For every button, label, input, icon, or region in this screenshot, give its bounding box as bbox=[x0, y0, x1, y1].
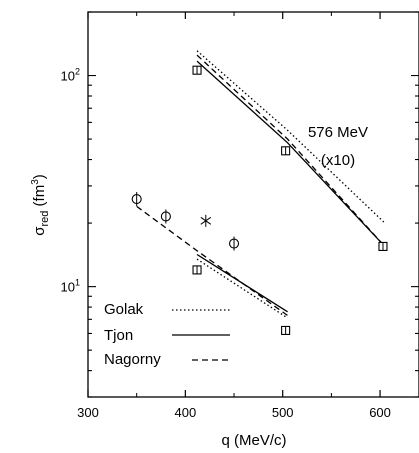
x-axis-ticks: 300 400 500 600 bbox=[77, 12, 391, 420]
point-circle-bar-2-1 bbox=[160, 209, 171, 224]
y-axis-label-symbol: σ bbox=[31, 226, 48, 236]
data-points bbox=[131, 65, 388, 336]
y-axis-label-subscript: red bbox=[39, 211, 51, 227]
y-axis-label-close: ) bbox=[31, 174, 48, 179]
annotation-energy: 576 MeV bbox=[308, 124, 368, 141]
x-tick-label-300: 300 bbox=[77, 405, 99, 420]
legend-label-nagorny: Nagorny bbox=[104, 351, 161, 368]
point-circle-bar-2-0 bbox=[131, 192, 142, 207]
series-line-golak-0 bbox=[196, 50, 386, 224]
y-axis-label: σred (fm3) bbox=[30, 174, 51, 236]
y-tick-label-100: 102 bbox=[61, 67, 80, 84]
series-lines bbox=[136, 50, 386, 319]
legend: Golak Tjon Nagorny bbox=[104, 301, 230, 368]
y-axis-label-power: 3 bbox=[30, 179, 41, 185]
y-axis-label-unit: (fm bbox=[31, 185, 48, 211]
x-tick-label-500: 500 bbox=[272, 405, 294, 420]
y-tick-label-10: 101 bbox=[61, 278, 80, 295]
x-axis-label: q (MeV/c) bbox=[221, 432, 286, 449]
x-tick-label-600: 600 bbox=[369, 405, 391, 420]
x-tick-label-400: 400 bbox=[175, 405, 197, 420]
y-tick-label-exponent: 2 bbox=[75, 67, 80, 77]
point-square-0-0 bbox=[192, 65, 202, 75]
point-circle-bar-2-2 bbox=[228, 236, 240, 251]
series-line-tjon-1 bbox=[196, 60, 386, 247]
point-square-0-2 bbox=[378, 241, 388, 252]
legend-label-tjon: Tjon bbox=[104, 327, 133, 344]
point-square-1-0 bbox=[192, 265, 202, 275]
legend-label-golak: Golak bbox=[104, 301, 144, 318]
annotation-scale: (x10) bbox=[321, 152, 355, 169]
series-line-nagorny-2 bbox=[196, 54, 386, 247]
series-line-golak-3 bbox=[196, 258, 288, 319]
plot-frame bbox=[87, 11, 419, 398]
series-line-nagorny-5 bbox=[136, 205, 288, 317]
y-tick-label-base: 10 bbox=[61, 69, 75, 84]
y-tick-label-base: 10 bbox=[61, 280, 75, 295]
point-asterisk-3-0 bbox=[200, 214, 212, 227]
y-tick-label-exponent: 1 bbox=[75, 278, 80, 288]
point-square-1-1 bbox=[281, 325, 291, 336]
point-square-0-1 bbox=[281, 146, 291, 156]
asterisk-stroke bbox=[200, 216, 212, 225]
